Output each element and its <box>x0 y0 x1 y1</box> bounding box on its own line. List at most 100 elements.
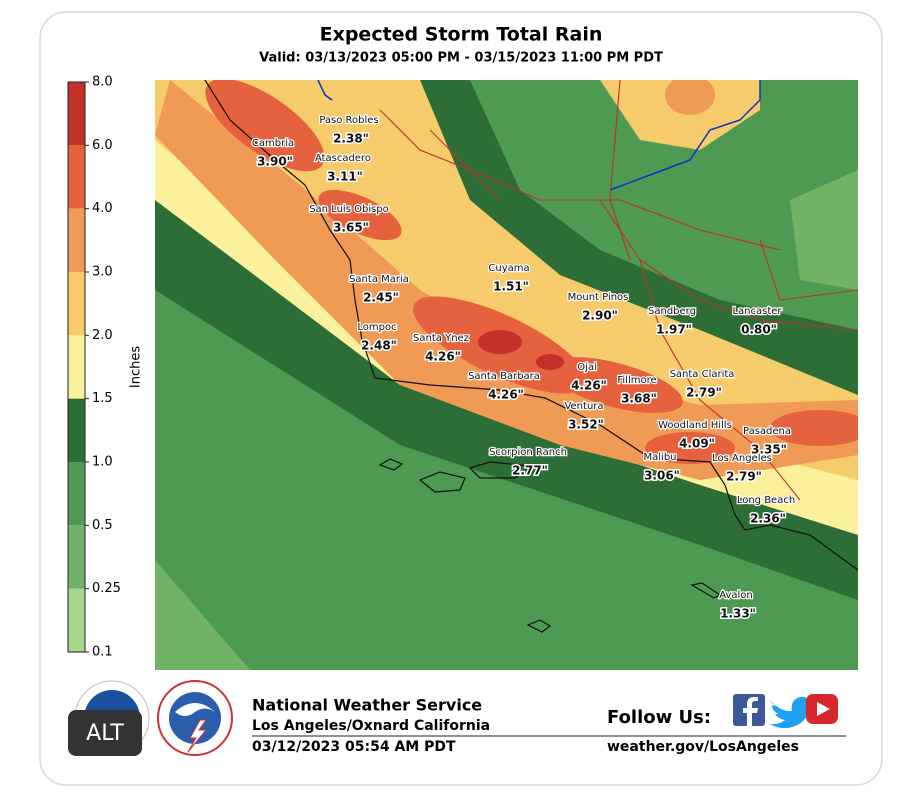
heavy-cambria <box>205 80 325 172</box>
island <box>690 582 722 599</box>
location-value: 3.65" <box>333 221 369 235</box>
interior-light <box>790 170 858 290</box>
coastline <box>204 80 858 571</box>
island <box>468 461 532 479</box>
peak-nw <box>665 80 715 115</box>
location-name: San Luis Obispo <box>309 204 389 215</box>
location-value: 1.33" <box>720 607 756 621</box>
colorbar-band <box>68 335 85 399</box>
colorbar: 8.0 6.0 4.0 3.0 2.0 1.5 1.0 0.5 0.25 0.1 <box>67 75 121 660</box>
road <box>429 129 501 201</box>
colorbar-tick-label: 2.0 <box>92 328 113 343</box>
colorbar-band <box>68 145 85 209</box>
ridge-gold <box>600 80 760 150</box>
road <box>639 259 801 501</box>
colorbar-label: Inches <box>129 346 144 388</box>
location-value: 3.68" <box>621 392 657 406</box>
location-name: Santa Barbara <box>468 371 540 382</box>
colorbar-tick-label: 8.0 <box>92 75 113 90</box>
location-value: 2.48" <box>361 339 397 353</box>
colorbar-tick-label: 1.0 <box>92 455 113 470</box>
twitter-icon[interactable] <box>770 696 814 729</box>
colorbar-tick-label: 3.0 <box>92 265 113 280</box>
alt-text[interactable]: ALT <box>86 721 124 746</box>
location-name: Atascadero <box>315 153 371 164</box>
river-north <box>317 80 333 101</box>
title: Expected Storm Total Rain <box>320 24 603 46</box>
issued: 03/12/2023 05:54 AM PDT <box>252 739 456 755</box>
location-name: Fillmore <box>617 375 656 386</box>
location-value: 4.26" <box>571 379 607 393</box>
colorbar-frame <box>67 81 86 653</box>
location-name: Santa Clarita <box>670 369 735 380</box>
location-value: 2.38" <box>333 132 369 146</box>
colorbar-tick-label: 0.5 <box>92 518 113 533</box>
location-name: Cambria <box>252 138 294 149</box>
location-name: Mount Pinos <box>568 292 629 303</box>
location-value: 0.80" <box>741 323 777 337</box>
colorbar-tick-label: 0.25 <box>92 581 121 596</box>
colorbar-band <box>68 82 85 146</box>
interior-mid <box>470 80 858 330</box>
location-name: Los Angeles <box>712 453 772 464</box>
road <box>599 199 858 331</box>
location-value: 2.79" <box>686 386 722 400</box>
island <box>526 619 552 633</box>
nws-logo <box>157 680 233 756</box>
location-name: Sandberg <box>648 306 696 317</box>
colorbar-tick-label: 6.0 <box>92 138 113 153</box>
island <box>378 458 404 471</box>
map <box>155 80 858 670</box>
alt-badge[interactable] <box>68 710 142 756</box>
extreme-ynez <box>478 330 522 354</box>
location-name: Malibu <box>644 452 677 463</box>
location-value: 4.26" <box>425 350 461 364</box>
road <box>609 80 631 261</box>
location-value: 2.79" <box>726 470 762 484</box>
youtube-glyph <box>817 702 830 716</box>
location-name: Long Beach <box>737 495 795 506</box>
location-value: 1.51" <box>493 280 529 294</box>
location-name: Scorpion Ranch <box>489 447 567 458</box>
colorbar-band <box>68 208 85 272</box>
location-value: 2.90" <box>582 309 618 323</box>
location-value: 3.35" <box>751 443 787 457</box>
river <box>609 80 761 191</box>
location-name: Ojai <box>577 362 597 373</box>
follow-us: Follow Us: <box>607 707 711 728</box>
subtitle: Valid: 03/13/2023 05:00 PM - 03/15/2023 … <box>259 51 663 66</box>
colorbar-band <box>68 398 85 462</box>
facebook-glyph <box>743 697 758 726</box>
location-name: Santa Maria <box>349 274 409 285</box>
colorbar-tick-label: 0.1 <box>92 645 113 660</box>
heavy-pasadena <box>770 410 858 446</box>
heavy-woodland <box>645 432 735 464</box>
url[interactable]: weather.gov/LosAngeles <box>607 739 799 755</box>
road <box>759 239 858 301</box>
office: Los Angeles/Oxnard California <box>252 718 490 734</box>
heavy-slo <box>318 189 402 241</box>
extreme-sb <box>536 354 564 370</box>
ocean-far <box>155 560 250 670</box>
location-value: 3.90" <box>257 155 293 169</box>
location-value: 4.26" <box>488 388 524 402</box>
location-name: Cuyama <box>488 263 529 274</box>
location-name: Woodland Hills <box>658 420 732 431</box>
road <box>379 109 781 251</box>
location-name: Avalon <box>719 590 753 601</box>
location-name: Lompoc <box>357 322 396 333</box>
location-name: Santa Ynez <box>413 333 469 344</box>
location-name: Ventura <box>564 401 603 412</box>
location-value: 1.97" <box>656 323 692 337</box>
agency: National Weather Service <box>252 696 482 715</box>
location-value: 2.36" <box>750 512 786 526</box>
colorbar-band <box>68 588 85 652</box>
location-name: Paso Robles <box>319 115 378 126</box>
heavy-ventura <box>547 357 683 413</box>
location-value: 2.45" <box>363 291 399 305</box>
island <box>418 471 466 493</box>
location-value: 3.06" <box>644 469 680 483</box>
location-value: 2.77" <box>512 464 548 478</box>
colorbar-band <box>68 272 85 336</box>
